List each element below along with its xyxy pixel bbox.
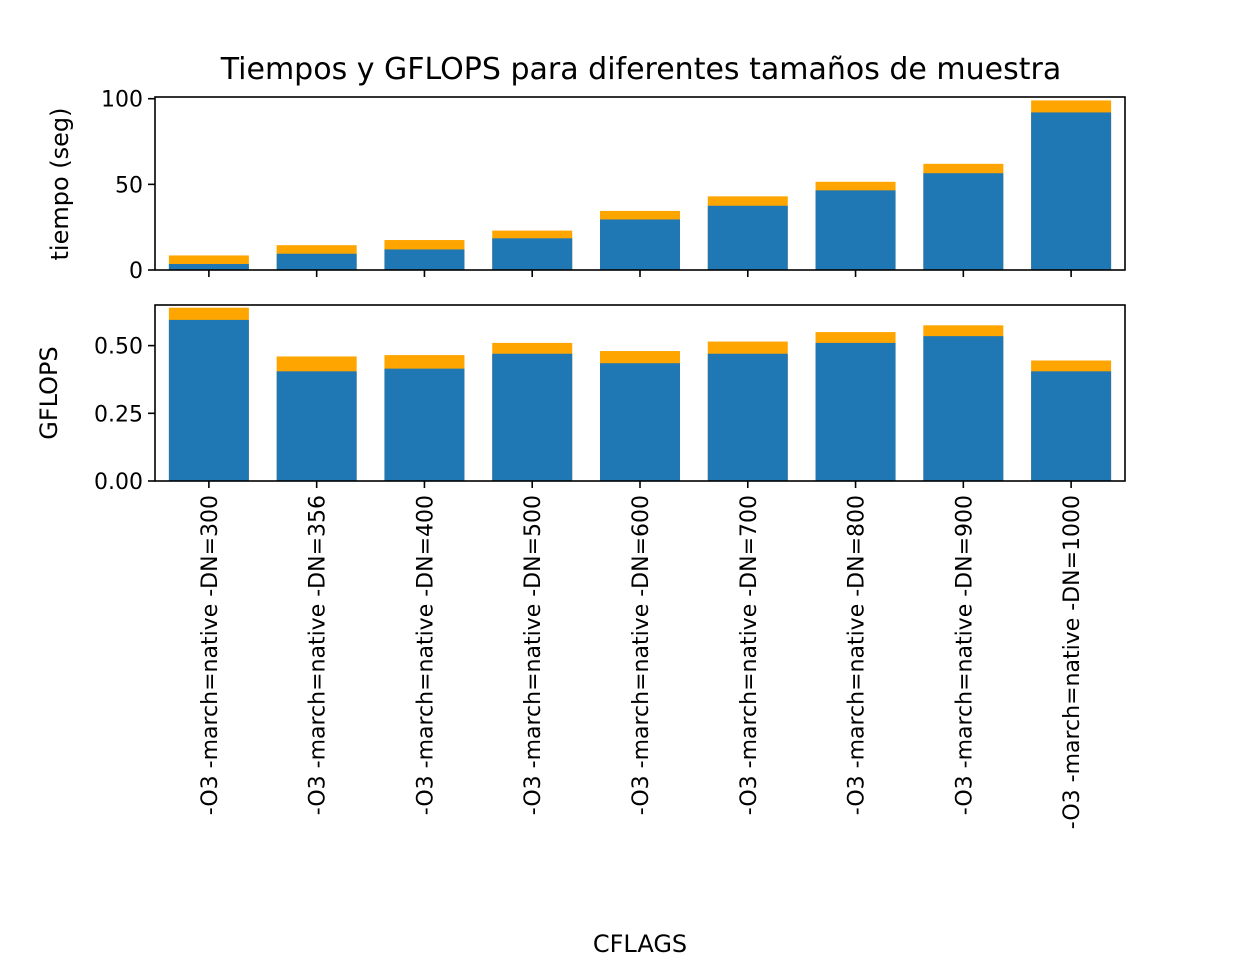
bar	[815, 190, 896, 270]
bar	[815, 342, 896, 481]
bar	[492, 353, 573, 481]
y-tick-label: 0	[129, 259, 143, 284]
bar	[492, 238, 573, 270]
panel-gflops: 0.00 0.25 0.50	[94, 304, 1126, 495]
x-tick-label: -O3 -march=native -DN=500	[521, 495, 546, 815]
x-tick-label: -O3 -march=native -DN=700	[737, 495, 762, 815]
y-axis-label-tiempo: tiempo (seg)	[46, 108, 74, 261]
bar	[1031, 371, 1112, 481]
bar	[923, 173, 1004, 270]
bar	[1031, 112, 1112, 271]
y-tick-label: 0.50	[94, 335, 143, 360]
bar	[707, 353, 788, 481]
x-tick-label: -O3 -march=native -DN=400	[413, 495, 438, 815]
x-tick-label: -O3 -march=native -DN=300	[198, 495, 223, 815]
chart-title: Tiempos y GFLOPS para diferentes tamaños…	[220, 52, 1061, 87]
bar	[384, 249, 465, 270]
x-axis-label: CFLAGS	[593, 930, 687, 958]
x-tick-label: -O3 -march=native -DN=356	[306, 495, 331, 815]
bar	[600, 363, 680, 481]
bar	[276, 253, 357, 270]
y-tick-label: 50	[115, 173, 143, 198]
bar	[707, 205, 788, 270]
bar	[923, 336, 1004, 481]
y-axis-label-gflops: GFLOPS	[35, 346, 63, 440]
x-tick-label: -O3 -march=native -DN=800	[845, 495, 870, 815]
y-tick-label: 0.25	[94, 402, 143, 427]
bar	[168, 319, 249, 481]
y-tick-label: 0.00	[94, 470, 143, 495]
bar	[276, 371, 357, 481]
x-tick-label: -O3 -march=native -DN=900	[952, 495, 977, 815]
panel-tiempo: 0 50 100	[101, 88, 1126, 284]
bar	[384, 368, 465, 481]
y-tick-label: 100	[101, 88, 143, 113]
bar	[600, 219, 680, 270]
x-tick-label: -O3 -march=native -DN=600	[629, 495, 654, 815]
x-axis-ticks: -O3 -march=native -DN=300 -O3 -march=nati…	[198, 495, 1085, 829]
x-tick-label: -O3 -march=native -DN=1000	[1060, 495, 1085, 829]
bar	[168, 264, 249, 270]
